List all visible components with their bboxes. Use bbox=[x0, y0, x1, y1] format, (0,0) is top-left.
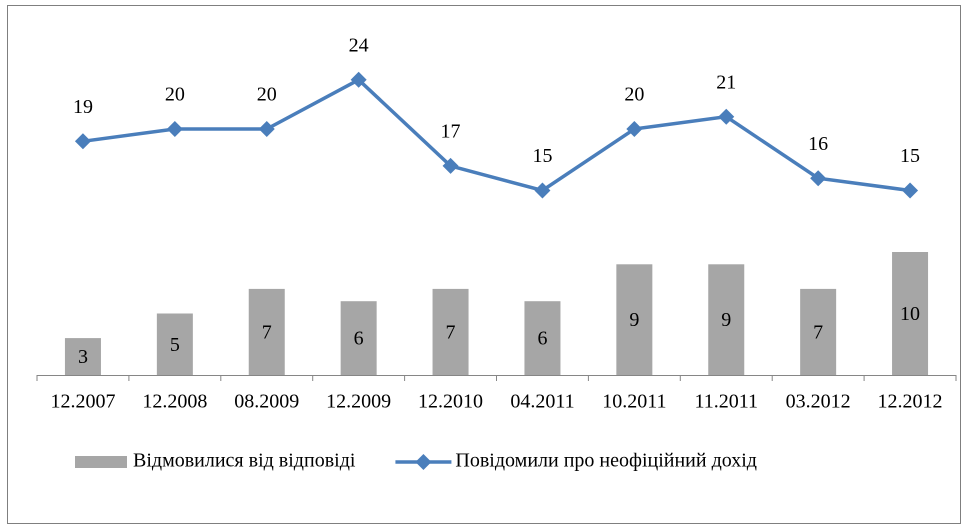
bar bbox=[432, 288, 469, 375]
x-tick-label: 08.2009 bbox=[234, 391, 299, 413]
bar bbox=[340, 301, 377, 375]
legend-marker bbox=[415, 454, 432, 470]
line-marker bbox=[258, 121, 275, 137]
line-value-label: 21 bbox=[716, 71, 736, 93]
bar bbox=[616, 264, 653, 375]
bar bbox=[708, 264, 745, 375]
bar-value-label: 6 bbox=[354, 328, 364, 350]
legend-label: Повідомили про неофіційний дохід bbox=[455, 450, 757, 472]
bar-value-label: 7 bbox=[813, 322, 823, 344]
bar-value-label: 9 bbox=[629, 309, 639, 331]
line-value-label: 15 bbox=[900, 145, 920, 167]
bar bbox=[64, 338, 101, 375]
x-tick-label: 12.2007 bbox=[50, 391, 115, 413]
line-value-label: 20 bbox=[624, 84, 644, 106]
bar bbox=[800, 288, 837, 375]
line-marker bbox=[626, 121, 643, 137]
line-value-label: 15 bbox=[532, 145, 552, 167]
bar bbox=[524, 301, 561, 375]
line-marker bbox=[718, 108, 735, 125]
line-marker bbox=[74, 133, 91, 150]
bar-value-label: 10 bbox=[900, 303, 920, 325]
bar-value-label: 3 bbox=[78, 346, 88, 368]
bar-value-label: 6 bbox=[537, 328, 547, 350]
x-tick-label: 03.2012 bbox=[786, 391, 851, 413]
line-marker bbox=[166, 121, 183, 137]
bar-value-label: 7 bbox=[446, 322, 456, 344]
chart-frame bbox=[7, 5, 961, 524]
x-tick-label: 12.2010 bbox=[418, 391, 483, 413]
line bbox=[82, 77, 911, 193]
bar bbox=[892, 252, 929, 375]
line-value-label: 24 bbox=[349, 34, 369, 56]
line-marker bbox=[902, 182, 919, 199]
bar-value-label: 7 bbox=[262, 322, 272, 344]
x-tick-label: 12.2008 bbox=[142, 391, 207, 413]
line-marker bbox=[350, 71, 367, 88]
line-marker bbox=[442, 157, 459, 174]
bar bbox=[156, 313, 193, 375]
line-value-label: 20 bbox=[257, 84, 277, 106]
bar-value-label: 5 bbox=[170, 334, 180, 356]
x-tick-label: 11.2011 bbox=[694, 391, 758, 413]
line-value-label: 19 bbox=[73, 96, 93, 118]
legend-swatch bbox=[75, 456, 127, 468]
bar-value-label: 9 bbox=[721, 309, 731, 331]
x-tick-label: 12.2009 bbox=[326, 391, 391, 413]
x-tick-label: 12.2012 bbox=[878, 391, 943, 413]
line-value-label: 16 bbox=[808, 133, 828, 155]
line-marker bbox=[534, 182, 551, 199]
line-value-label: 17 bbox=[441, 120, 461, 142]
line-value-label: 20 bbox=[165, 84, 185, 106]
x-tick-label: 04.2011 bbox=[510, 391, 574, 413]
bar bbox=[248, 288, 285, 375]
x-tick-label: 10.2011 bbox=[602, 391, 666, 413]
line-marker bbox=[810, 170, 827, 187]
legend-label: Відмовилися від відповіді bbox=[133, 450, 356, 472]
